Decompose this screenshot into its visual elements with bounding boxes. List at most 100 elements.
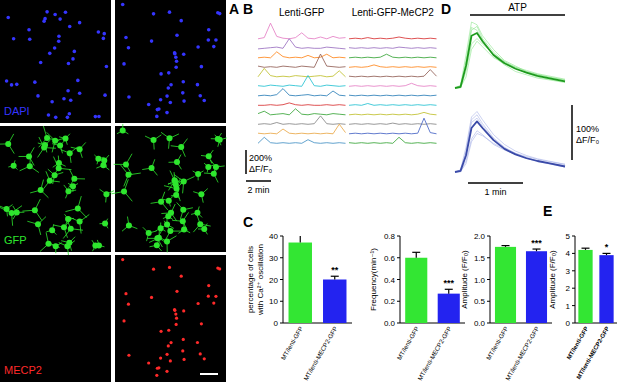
trace	[349, 123, 437, 124]
cell-body	[100, 162, 106, 168]
scale-bar	[200, 373, 218, 375]
nucleus	[202, 99, 206, 103]
cell-body	[96, 242, 102, 248]
nucleus	[173, 52, 177, 56]
nucleus	[105, 65, 109, 69]
nucleus	[169, 83, 173, 87]
marks	[495, 246, 547, 323]
error-bar	[582, 248, 590, 250]
nucleus	[124, 292, 127, 295]
cell-body	[174, 159, 180, 165]
nucleus	[200, 322, 203, 325]
figure: ABCDEDAPIGFPMECP2Lenti-GFPLenti-GFP-MeCP…	[0, 0, 617, 382]
nucleus	[28, 37, 32, 41]
cell-body	[71, 176, 77, 182]
nucleus	[127, 46, 131, 50]
y-tick	[397, 323, 400, 324]
y-axis	[575, 236, 576, 323]
nucleus	[182, 358, 185, 361]
nucleus	[53, 46, 57, 50]
category-label: MT/lenti-GFP	[279, 325, 304, 361]
nucleus	[97, 30, 101, 34]
cell-body	[194, 210, 200, 216]
nucleus	[78, 91, 82, 95]
nucleus	[182, 338, 185, 341]
cell-body	[32, 207, 38, 213]
category-label: MT/lenti-GFP	[395, 325, 420, 361]
nucleus	[122, 62, 126, 66]
scale-bars: 100%ΔF/F₀1 min	[468, 105, 600, 197]
nucleus	[168, 266, 171, 269]
traces	[349, 37, 437, 143]
nucleus	[102, 32, 106, 36]
cell-body	[164, 222, 170, 228]
marks	[289, 236, 347, 323]
y-tick	[572, 270, 575, 271]
nucleus	[47, 113, 51, 117]
panel-title: Lenti-GFP-MeCP2	[352, 7, 435, 18]
nucleus	[27, 28, 31, 32]
error-bar	[296, 236, 304, 243]
tick-label: 1.0	[474, 276, 486, 285]
cell-body	[56, 165, 62, 171]
nucleus	[73, 50, 77, 54]
trace	[455, 26, 565, 88]
stimulus-label: ATP	[508, 2, 527, 13]
trace	[258, 137, 346, 143]
trace	[349, 112, 437, 114]
nucleus	[67, 62, 71, 66]
category-label: MT/lenti-MECP2-GFP	[575, 326, 610, 381]
nucleus	[169, 101, 173, 105]
nucleus	[196, 341, 199, 344]
y-tick	[487, 301, 490, 302]
cell-body	[47, 178, 53, 184]
nucleus	[121, 258, 124, 261]
nucleus	[62, 97, 66, 101]
y-tick	[397, 236, 400, 237]
trace	[349, 47, 437, 48]
trace	[349, 95, 437, 97]
trace	[349, 104, 437, 106]
cell-body	[95, 156, 101, 162]
cell-body	[151, 137, 157, 143]
nucleus	[159, 72, 163, 76]
nucleus	[207, 284, 210, 287]
y-tick	[280, 279, 283, 280]
bar	[578, 250, 592, 323]
error-cap	[603, 253, 611, 254]
trace	[349, 137, 437, 143]
micrograph	[0, 0, 111, 123]
trace	[258, 76, 346, 87]
cell-body	[65, 216, 71, 222]
nucleus	[58, 17, 62, 21]
significance: *	[605, 242, 609, 252]
scale-label: 2 min	[247, 185, 269, 195]
significance: ***	[443, 278, 454, 288]
cell-body	[61, 224, 67, 230]
scale-label: 200%	[249, 153, 272, 163]
nucleus	[12, 37, 16, 41]
nucleus	[78, 21, 82, 25]
bar	[405, 258, 427, 323]
nucleus	[181, 91, 185, 95]
nucleus	[69, 98, 73, 102]
error-bar	[502, 246, 510, 247]
nucleus	[94, 115, 98, 119]
cell-body	[62, 135, 68, 141]
tick-label: 20	[269, 276, 278, 285]
trace	[258, 54, 346, 67]
nucleus	[15, 83, 19, 87]
nucleus	[182, 309, 185, 312]
nucleus	[214, 38, 218, 42]
category-label: MT/lenti-MECP2-GFP	[504, 325, 541, 382]
nucleus	[57, 34, 61, 38]
cell-body	[173, 192, 179, 198]
trace	[258, 23, 346, 39]
cell-body	[167, 228, 173, 234]
nucleus	[124, 36, 128, 40]
cell-body	[168, 210, 174, 216]
nucleus	[121, 3, 125, 7]
nucleus	[175, 317, 178, 320]
nucleus	[159, 98, 163, 102]
nucleus	[212, 301, 215, 304]
